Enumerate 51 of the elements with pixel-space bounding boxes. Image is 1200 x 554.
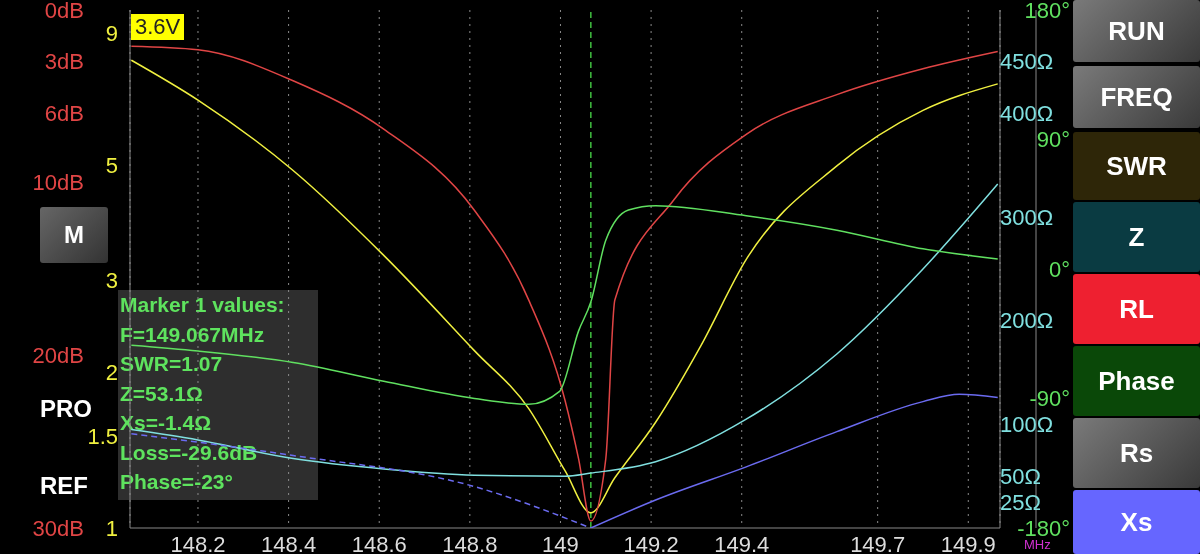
y2-tick-label: 90° (1036, 127, 1070, 152)
text: FREQ (1073, 66, 1200, 128)
annotation: 3.6V (131, 14, 185, 40)
annotation: Z=53.1Ω (119, 380, 204, 407)
y2-tick-label: -90° (1029, 386, 1070, 411)
y-tick-label: 50Ω (1000, 463, 1041, 489)
y-tick-label: 400Ω (1000, 101, 1054, 127)
x-tick-label: 148.4 (261, 531, 317, 554)
y2-tick-label: 10dB (32, 170, 84, 196)
text: Z (1073, 202, 1200, 272)
y2-tick-label: 180° (1024, 0, 1070, 23)
annotation: Xs=-1.4Ω (119, 410, 212, 436)
y2-tick-label: 6dB (44, 101, 84, 127)
y-tick-label: 5 (105, 153, 118, 179)
y-tick-label: 1 (105, 515, 118, 541)
annotation: Marker 1 values: (119, 292, 286, 318)
text: SWR (1073, 132, 1200, 200)
x-tick-label: 148.8 (442, 531, 498, 554)
text: RUN (1073, 0, 1200, 62)
y2-tick-label: 20dB (32, 342, 84, 368)
y2-tick-label: 3dB (44, 49, 84, 75)
annotation: Phase=-23° (119, 469, 234, 495)
text: Xs (1073, 490, 1200, 554)
y-tick-label: 450Ω (1000, 49, 1054, 75)
y2-tick-label: 0dB (44, 0, 84, 23)
text: PRO (40, 395, 93, 423)
text: RL (1073, 274, 1200, 344)
text: Phase (1073, 346, 1200, 416)
x-tick-label: 148.2 (170, 531, 226, 554)
y-tick-label: 200Ω (1000, 308, 1054, 334)
x-tick-label: 149.2 (623, 531, 679, 554)
y2-tick-label: 30dB (32, 515, 84, 541)
text: M (40, 207, 108, 263)
text: REF (40, 472, 88, 500)
text: Rs (1073, 418, 1200, 488)
y-tick-label: 2 (105, 359, 118, 385)
y-tick-label: 9 (105, 21, 118, 47)
annotation: F=149.067MHz (119, 321, 266, 348)
annotation: SWR=1.07 (119, 351, 224, 377)
y2-tick-label: 0° (1048, 256, 1070, 282)
y-tick-label: 300Ω (1000, 204, 1054, 230)
annotation: Loss=-29.6dB (119, 439, 259, 466)
y-tick-label: 3 (105, 268, 118, 294)
x-tick-label: 148.6 (351, 531, 407, 554)
x-tick-label: 149.4 (714, 531, 770, 554)
x-tick-label: 149 (542, 531, 579, 554)
x-tick-label: 149.7 (850, 531, 906, 554)
x-tick-label: 149.9 (940, 531, 996, 554)
y-tick-label: 25Ω (1000, 489, 1041, 515)
y-tick-label: 1.5 (87, 424, 118, 450)
y-tick-label: 100Ω (1000, 411, 1054, 437)
